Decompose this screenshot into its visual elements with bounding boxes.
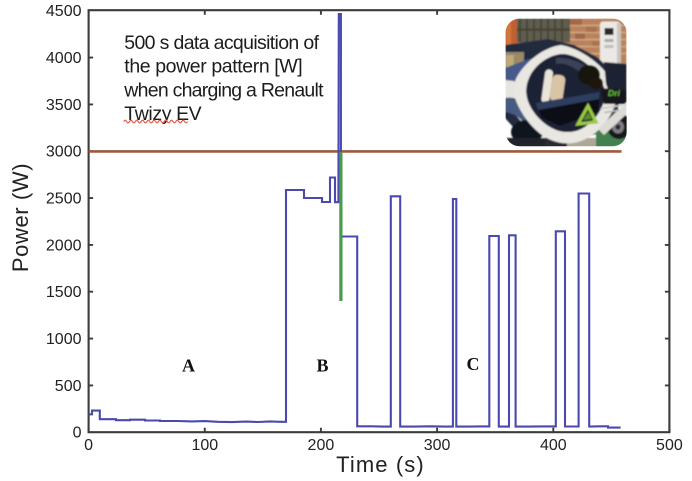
svg-text:4000: 4000 <box>46 50 82 67</box>
svg-text:500: 500 <box>656 437 683 454</box>
svg-text:3000: 3000 <box>46 144 82 161</box>
svg-text:A: A <box>182 356 195 376</box>
svg-text:300: 300 <box>424 437 451 454</box>
svg-text:2000: 2000 <box>46 237 82 254</box>
svg-text:1500: 1500 <box>46 284 82 301</box>
svg-text:Twizy EV: Twizy EV <box>124 103 201 125</box>
svg-text:B: B <box>316 356 328 376</box>
svg-text:Time (s): Time (s) <box>336 452 425 477</box>
svg-text:Dri: Dri <box>608 88 620 98</box>
svg-text:200: 200 <box>308 437 335 454</box>
svg-text:0: 0 <box>73 425 82 442</box>
svg-text:0: 0 <box>84 437 93 454</box>
svg-text:3500: 3500 <box>46 97 82 114</box>
svg-text:500: 500 <box>55 378 82 395</box>
svg-text:4500: 4500 <box>46 3 82 20</box>
svg-text:400: 400 <box>540 437 567 454</box>
svg-text:the power pattern [W]: the power pattern [W] <box>124 55 302 77</box>
svg-text:100: 100 <box>191 437 218 454</box>
svg-text:C: C <box>467 354 480 374</box>
svg-text:2500: 2500 <box>46 191 82 208</box>
svg-text:Power (W): Power (W) <box>8 163 33 272</box>
svg-text:500 s data acquisition of: 500 s data acquisition of <box>124 32 319 54</box>
svg-text:1000: 1000 <box>46 331 82 348</box>
svg-text:when charging a Renault: when charging a Renault <box>123 79 324 101</box>
